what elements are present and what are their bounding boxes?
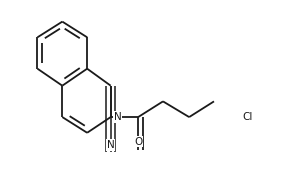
Text: N: N: [107, 140, 114, 150]
Text: Cl: Cl: [242, 112, 253, 122]
Text: O: O: [134, 137, 142, 147]
Text: N: N: [114, 112, 121, 122]
